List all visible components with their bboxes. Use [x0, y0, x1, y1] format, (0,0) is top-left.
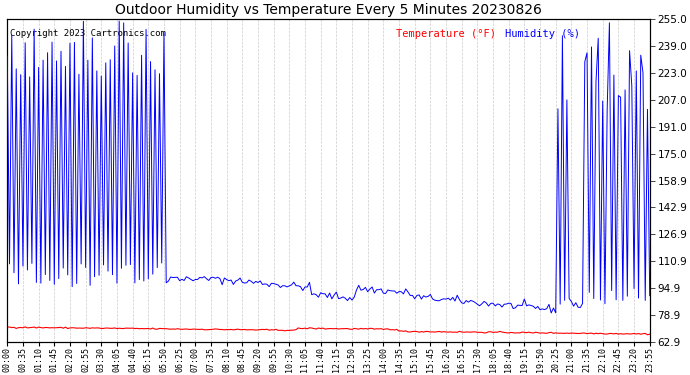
Text: Temperature (°F): Temperature (°F)	[396, 29, 496, 39]
Text: Copyright 2023 Cartronics.com: Copyright 2023 Cartronics.com	[10, 29, 166, 38]
Text: Humidity (%): Humidity (%)	[505, 29, 580, 39]
Title: Outdoor Humidity vs Temperature Every 5 Minutes 20230826: Outdoor Humidity vs Temperature Every 5 …	[115, 3, 542, 17]
